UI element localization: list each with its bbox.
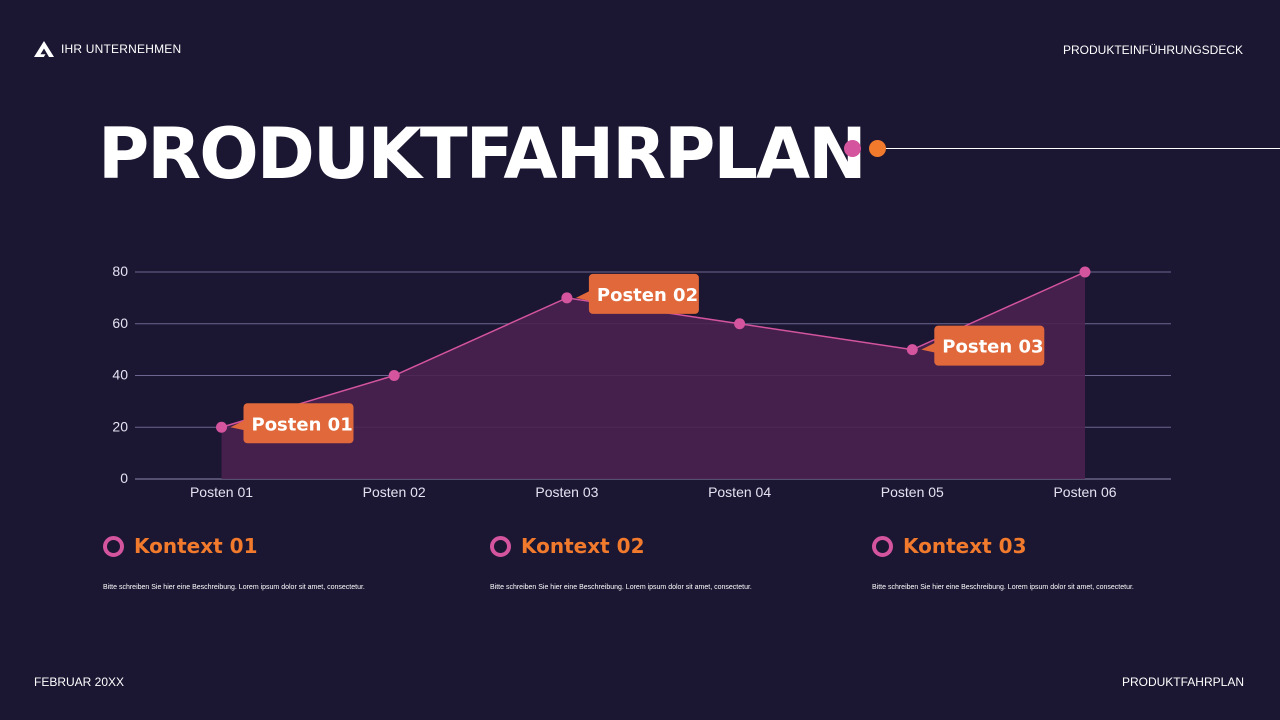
callout-box [588,273,699,314]
callout-box [243,403,354,444]
x-tick-label: Posten 03 [535,484,598,500]
footer-label: PRODUKTFAHRPLAN [1121,675,1244,689]
context-item-3: Kontext 03 Bitte schreiben Sie hier eine… [872,534,1202,591]
series-area [221,272,1085,479]
context-title: Kontext 01 [134,534,258,558]
callout-label: Posten 02 [597,285,698,306]
brand-logo-icon [34,41,54,57]
callout-pointer [230,420,245,431]
y-tick-label: 0 [120,470,128,486]
orange-dot [869,140,886,157]
data-point [561,292,573,304]
callout-pointer [921,342,936,353]
decoration-line [886,148,1280,149]
callout-box [934,325,1045,366]
context-description: Bitte schreiben Sie hier eine Beschreibu… [490,584,752,591]
x-tick-label: Posten 04 [708,484,771,500]
callout-label: Posten 03 [942,337,1043,358]
title-decoration [844,138,1280,160]
y-tick-label: 60 [112,315,128,331]
ring-bullet-icon [103,535,124,557]
data-point [906,344,918,356]
x-tick-label: Posten 02 [363,484,426,500]
context-title: Kontext 02 [521,534,645,558]
context-item-1: Kontext 01 Bitte schreiben Sie hier eine… [103,534,433,591]
y-tick-label: 20 [112,418,128,434]
y-tick-label: 80 [112,263,128,279]
data-point [388,370,400,381]
x-tick-label: Posten 06 [1053,484,1116,500]
data-point [1079,266,1091,278]
x-tick-label: Posten 05 [881,484,944,500]
callout-label: Posten 01 [252,414,353,435]
context-description: Bitte schreiben Sie hier eine Beschreibu… [103,584,365,591]
ring-bullet-icon [490,535,511,557]
brand: IHR UNTERNEHMEN [34,41,181,57]
data-point [216,421,227,433]
ring-bullet-icon [872,535,893,557]
context-description: Bitte schreiben Sie hier eine Beschreibu… [872,584,1134,591]
context-title: Kontext 03 [903,534,1027,558]
x-tick-label: Posten 01 [190,484,253,500]
callout-pointer [575,290,590,301]
context-item-2: Kontext 02 Bitte schreiben Sie hier eine… [490,534,820,591]
page-title: PRODUKTFAHRPLAN [98,113,867,195]
pink-dot [844,140,861,157]
data-point [734,318,746,330]
footer-date: FEBRUAR 20XX [34,675,125,689]
deck-label: PRODUKTEINFÜHRUNGSDECK [1062,43,1243,57]
brand-name: IHR UNTERNEHMEN [61,42,182,56]
y-tick-label: 40 [112,367,128,383]
